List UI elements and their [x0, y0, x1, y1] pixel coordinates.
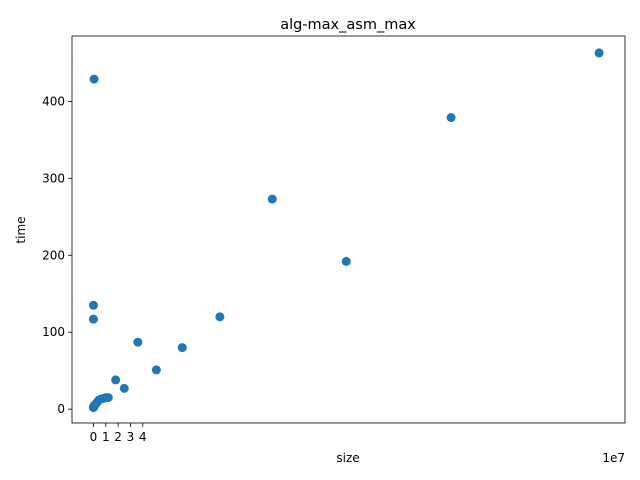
- data-point: [177, 343, 187, 353]
- data-point: [446, 113, 456, 123]
- y-tick-label: 200: [42, 248, 65, 262]
- plot-area: [71, 35, 626, 424]
- data-point: [103, 393, 113, 403]
- x-tick-label: 4: [139, 430, 147, 444]
- data-point: [89, 74, 99, 84]
- y-axis-ticks: 0 100 200 300 400: [42, 94, 72, 416]
- axes-frame: [71, 35, 626, 424]
- x-tick-label: 2: [114, 430, 122, 444]
- data-point: [267, 194, 277, 204]
- y-tick-label: 300: [42, 171, 65, 185]
- y-axis-label: time: [14, 216, 28, 243]
- x-tick-label: 3: [127, 430, 135, 444]
- data-point: [88, 300, 98, 310]
- data-point: [151, 365, 161, 375]
- x-tick-label: 0: [90, 430, 98, 444]
- data-point: [133, 337, 143, 347]
- x-axis-label: size: [336, 451, 359, 465]
- y-tick-label: 400: [42, 94, 65, 108]
- data-point: [341, 256, 351, 266]
- y-tick-label: 100: [42, 325, 65, 339]
- data-point: [119, 383, 129, 393]
- x-axis-offset-label: 1e7: [602, 451, 625, 465]
- data-point: [88, 314, 98, 324]
- data-point: [111, 375, 121, 385]
- data-points: [88, 48, 604, 413]
- y-tick-label: 0: [57, 402, 65, 416]
- data-point: [594, 48, 604, 58]
- chart-title: alg-max_asm_max: [280, 17, 416, 33]
- data-point: [215, 312, 225, 322]
- x-tick-label: 1: [102, 430, 110, 444]
